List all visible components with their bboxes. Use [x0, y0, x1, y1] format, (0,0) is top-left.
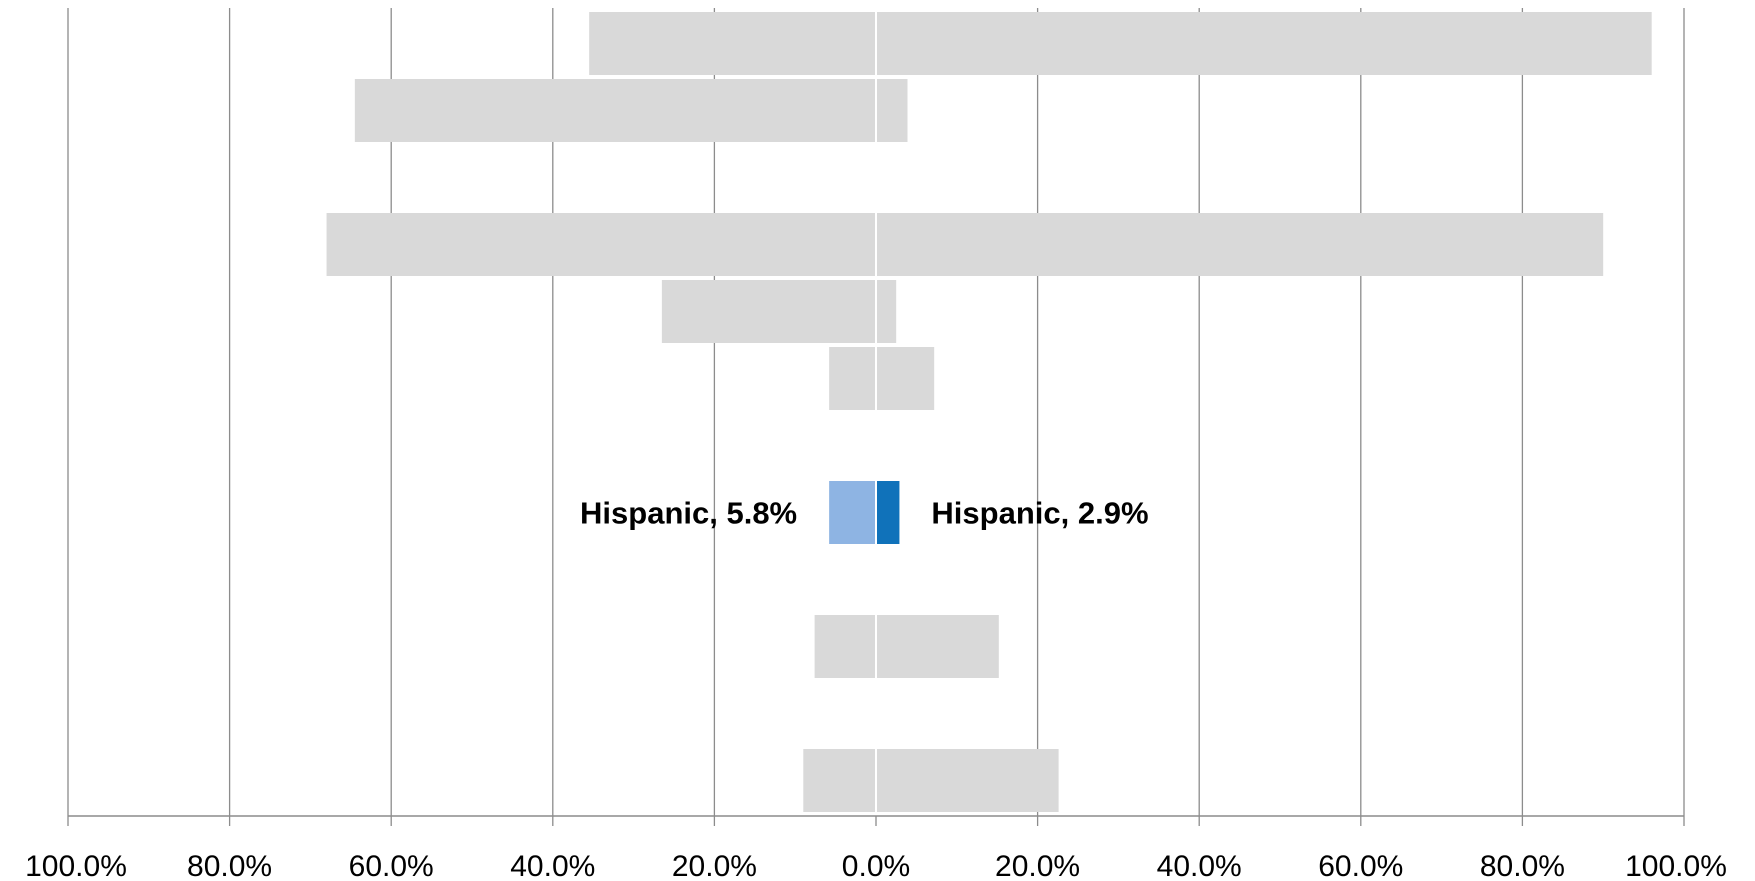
- data-labels: Hispanic, 5.8% Hispanic, 2.9%: [580, 496, 1148, 531]
- bar-left-4: [661, 280, 876, 343]
- x-tick-label-7: 40.0%: [1157, 850, 1242, 881]
- data-label-hispanic-right: Hispanic, 2.9%: [931, 496, 1148, 531]
- x-tick-label-5: 0.0%: [842, 850, 910, 881]
- bar-right-3: [876, 213, 1604, 276]
- bar-right-9: [876, 615, 999, 678]
- bar-left-7: [829, 481, 876, 544]
- x-tick-label-6: 20.0%: [995, 850, 1080, 881]
- bar-left-11: [803, 749, 876, 812]
- bar-right-0: [876, 12, 1652, 75]
- bar-left-0: [589, 12, 876, 75]
- bar-right-4: [876, 280, 897, 343]
- bar-right-1: [876, 79, 908, 142]
- x-axis: 100.0% 80.0% 60.0% 40.0% 20.0% 0.0% 20.0% 40.0%…: [25, 815, 1727, 881]
- bar-right-7: [876, 481, 900, 544]
- x-tick-label-9: 80.0%: [1480, 850, 1565, 881]
- bars: [326, 8, 1652, 816]
- bar-left-9: [814, 615, 876, 678]
- x-tick-label-1: 80.0%: [187, 850, 272, 881]
- bar-left-1: [354, 79, 877, 142]
- bar-left-5: [829, 347, 876, 410]
- bar-left-3: [326, 213, 876, 276]
- x-tick-label-3: 40.0%: [510, 850, 595, 881]
- x-tick-label-4: 20.0%: [672, 850, 757, 881]
- x-tick-label-0: 100.0%: [25, 850, 127, 881]
- x-tick-label-2: 60.0%: [349, 850, 434, 881]
- x-tick-label-10: 100.0%: [1625, 850, 1727, 881]
- x-tick-label-8: 60.0%: [1318, 850, 1403, 881]
- bar-right-11: [876, 749, 1059, 812]
- data-label-hispanic-left: Hispanic, 5.8%: [580, 496, 797, 531]
- bar-right-5: [876, 347, 935, 410]
